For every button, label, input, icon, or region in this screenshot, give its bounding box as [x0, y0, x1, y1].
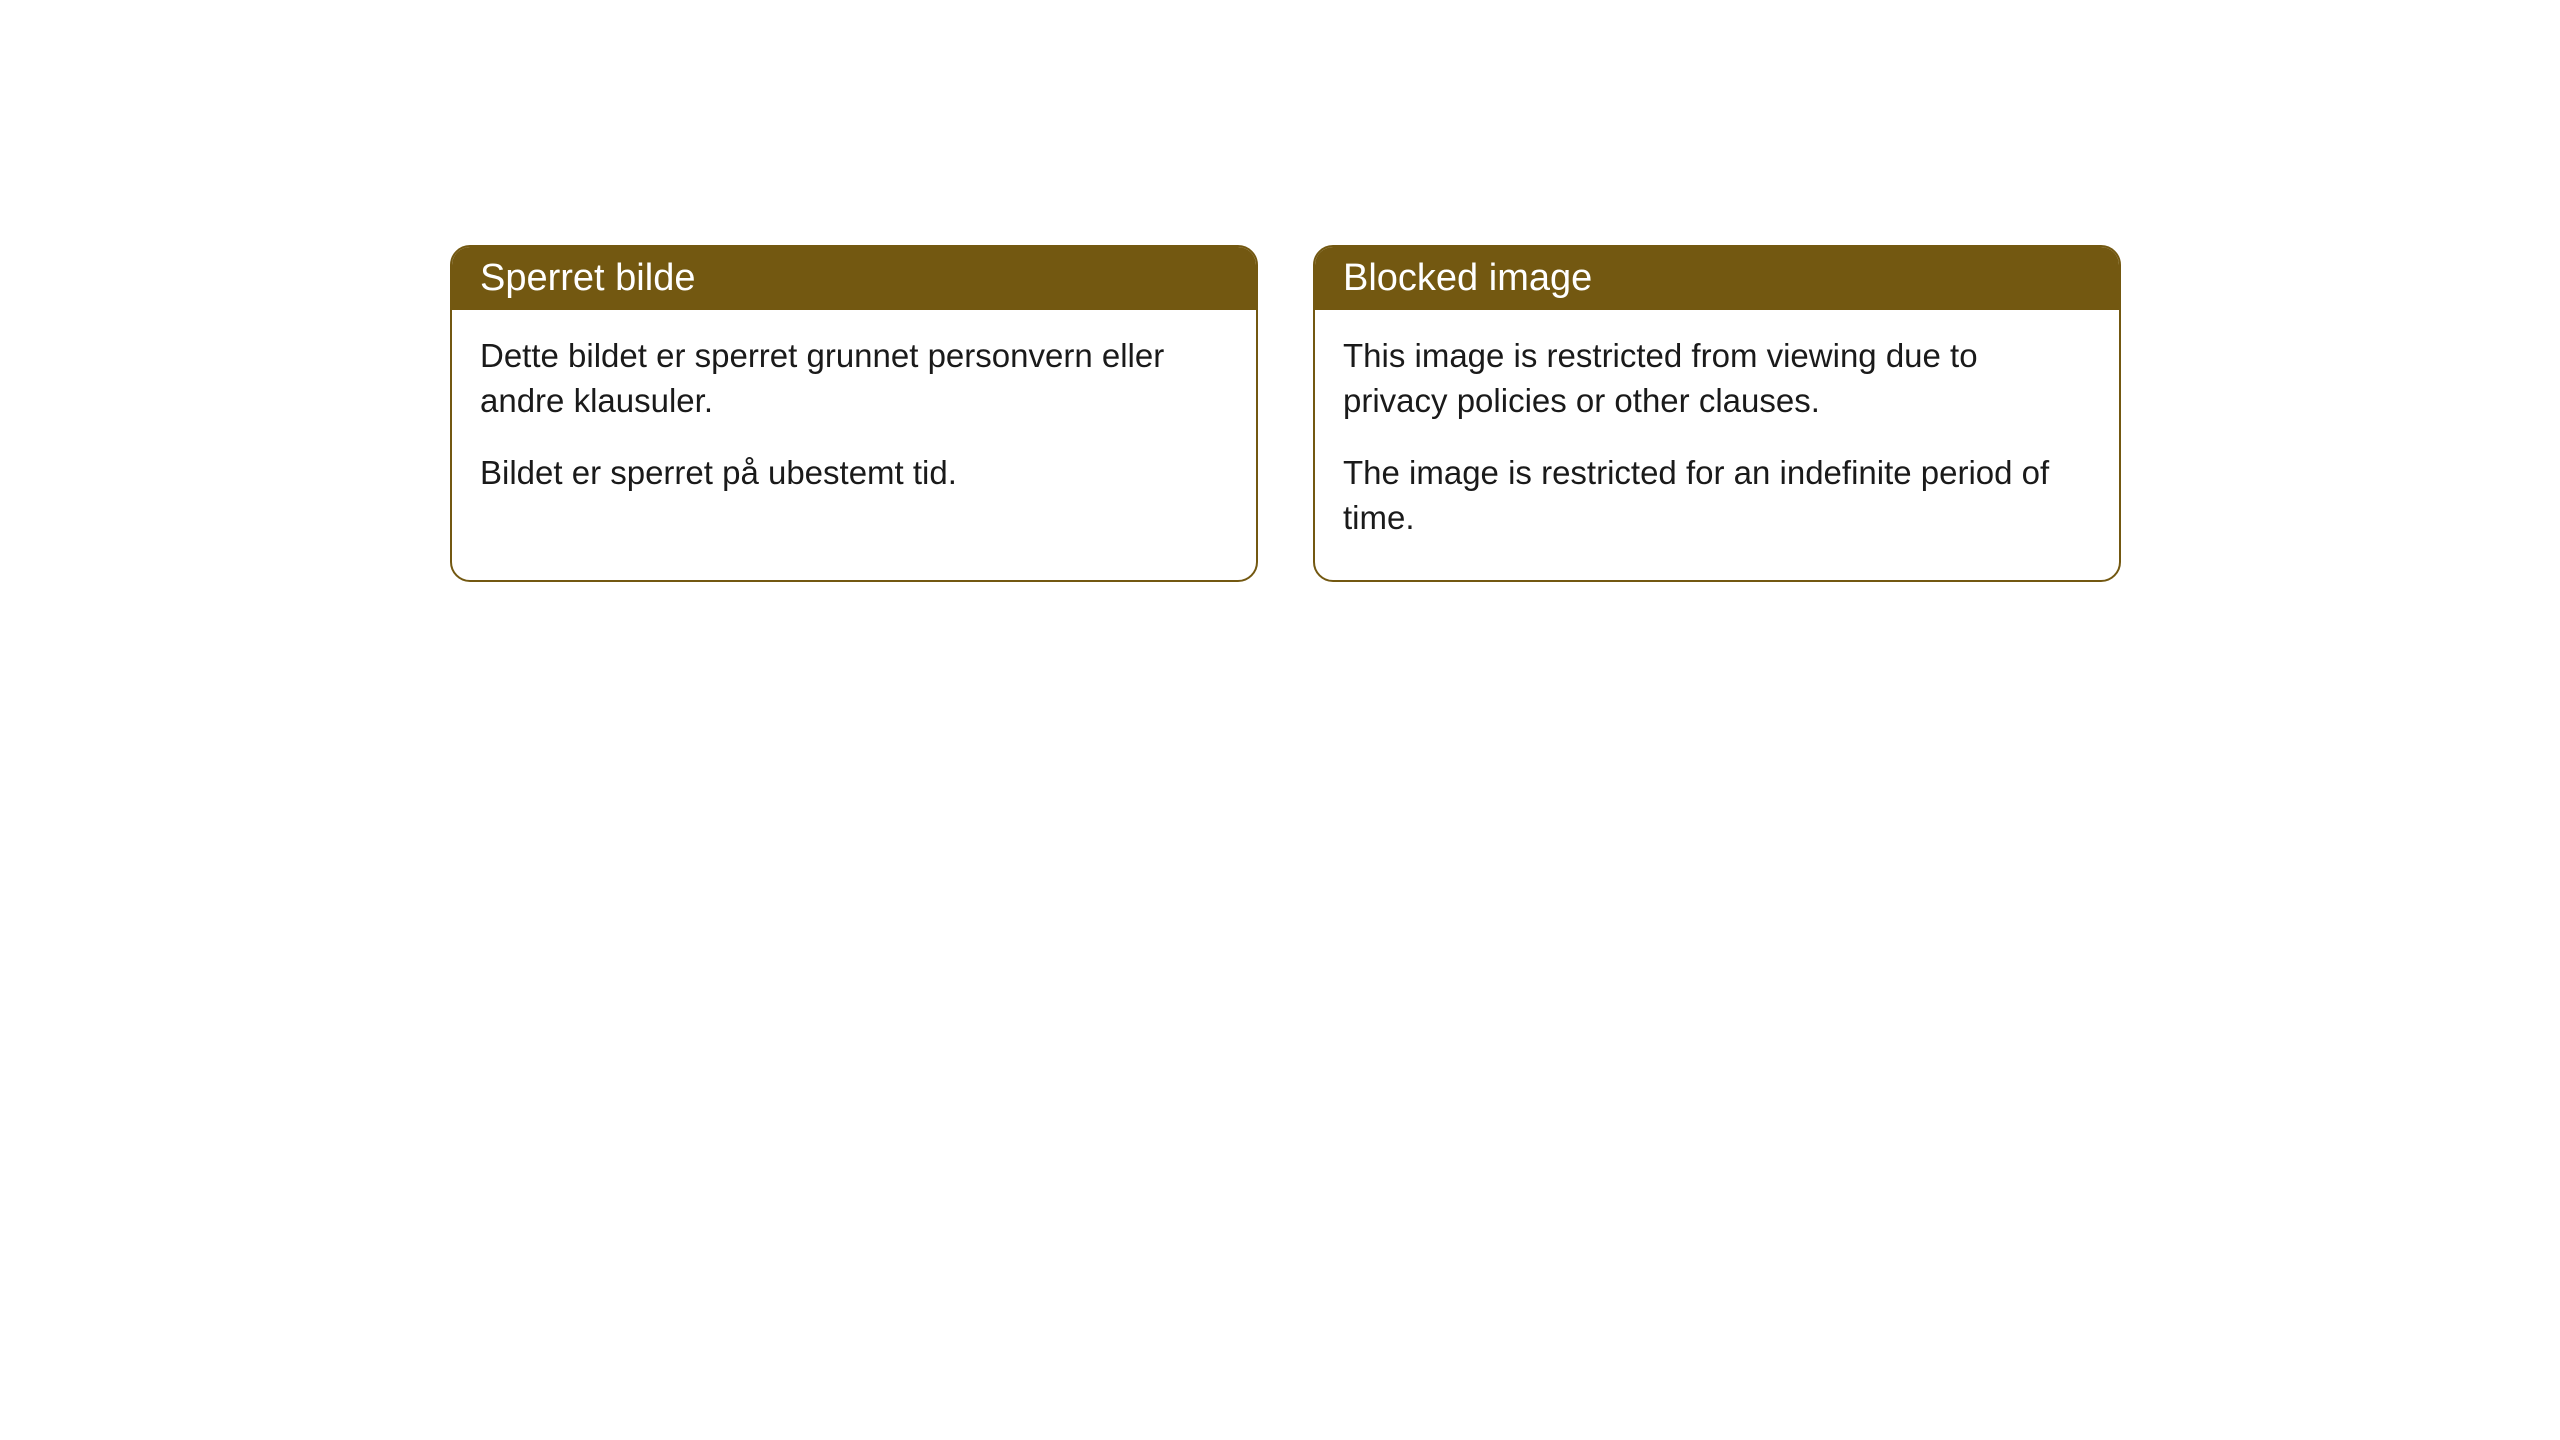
card-paragraph: Dette bildet er sperret grunnet personve…: [480, 334, 1228, 423]
card-paragraph: The image is restricted for an indefinit…: [1343, 451, 2091, 540]
notice-cards-container: Sperret bilde Dette bildet er sperret gr…: [0, 0, 2560, 582]
notice-card-english: Blocked image This image is restricted f…: [1313, 245, 2121, 582]
card-paragraph: This image is restricted from viewing du…: [1343, 334, 2091, 423]
card-body: Dette bildet er sperret grunnet personve…: [452, 310, 1256, 536]
card-body: This image is restricted from viewing du…: [1315, 310, 2119, 580]
card-header: Sperret bilde: [452, 247, 1256, 310]
card-paragraph: Bildet er sperret på ubestemt tid.: [480, 451, 1228, 496]
notice-card-norwegian: Sperret bilde Dette bildet er sperret gr…: [450, 245, 1258, 582]
card-header: Blocked image: [1315, 247, 2119, 310]
